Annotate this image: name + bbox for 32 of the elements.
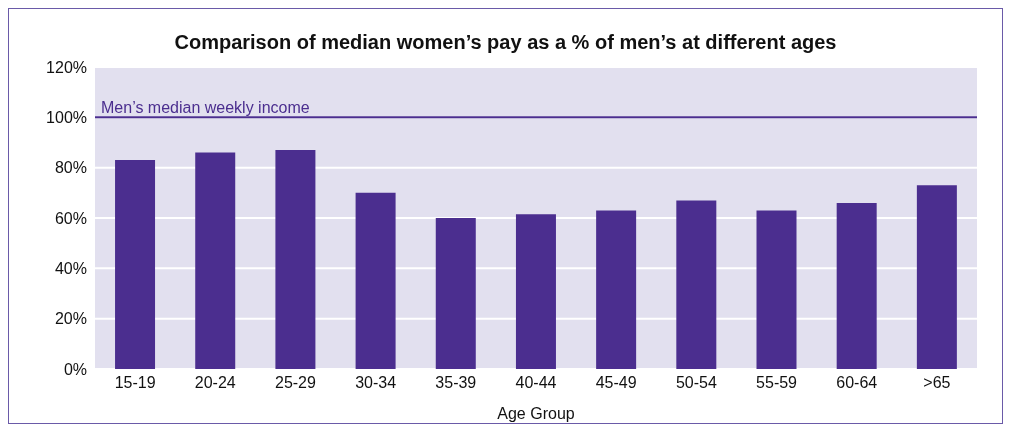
y-tick-label: 0%	[63, 360, 87, 378]
bar	[355, 192, 396, 369]
bar	[435, 218, 476, 369]
y-tick-label: 20%	[54, 310, 87, 328]
x-tick-label: 30-34	[355, 374, 397, 392]
bar	[115, 160, 156, 369]
x-tick-label: 25-29	[274, 374, 317, 392]
y-tick-label: 100%	[46, 109, 87, 127]
x-tick-label: 40-44	[515, 374, 557, 392]
x-tick-label: 50-54	[675, 374, 717, 392]
x-tick-label: 55-59	[756, 374, 798, 392]
bar	[836, 202, 877, 369]
chart-title: Comparison of median women’s pay as a % of men’s at different ages	[174, 31, 837, 53]
bar	[756, 210, 797, 369]
x-tick-label: 45-49	[595, 374, 637, 392]
x-tick-label: 15-19	[114, 374, 156, 392]
bar	[515, 214, 556, 369]
x-axis-title: Age Group	[497, 405, 575, 422]
ref-line-label: Men’s median weekly income	[101, 98, 310, 116]
y-tick-label: 40%	[54, 260, 87, 278]
bar	[916, 185, 957, 369]
bar	[596, 210, 637, 369]
bar	[275, 150, 316, 369]
x-tick-label: 60-64	[836, 374, 878, 392]
x-tick-label: 20-24	[194, 374, 236, 392]
y-tick-label: 80%	[54, 159, 87, 177]
x-tick-label: >65	[923, 374, 951, 392]
y-tick-label: 60%	[54, 209, 87, 227]
x-tick-label: 35-39	[435, 374, 477, 392]
bar	[195, 152, 236, 369]
bar	[676, 200, 717, 369]
y-tick-label: 120%	[46, 58, 87, 76]
